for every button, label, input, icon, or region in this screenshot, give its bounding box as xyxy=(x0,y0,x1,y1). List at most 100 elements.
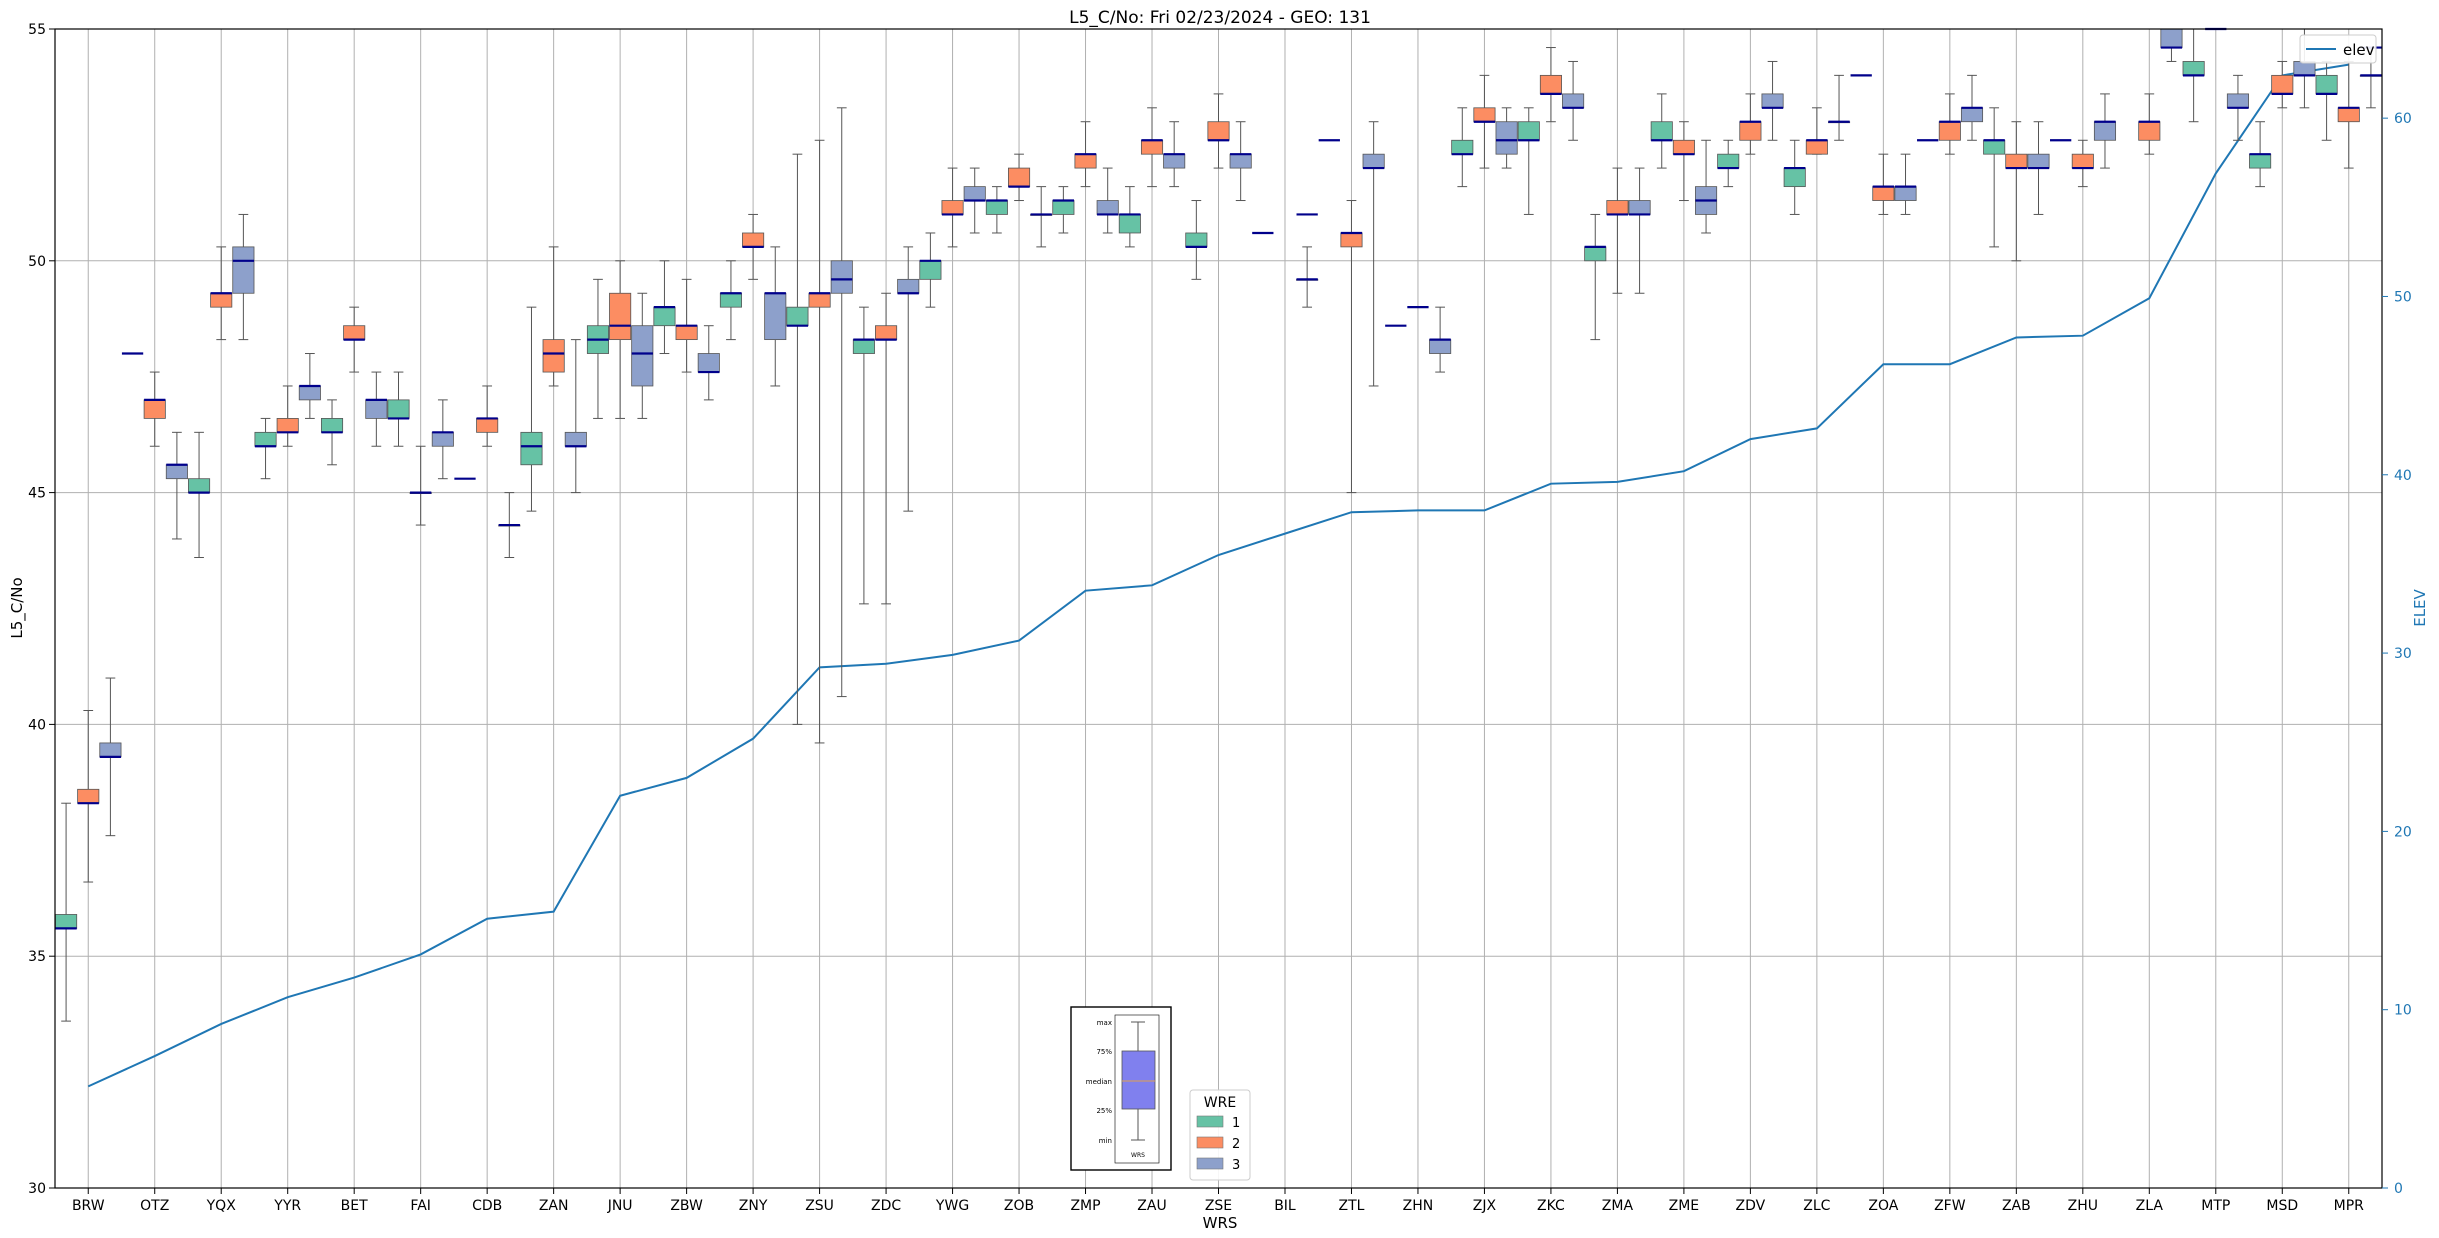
y-axis: 30 35 40 45 50 55 xyxy=(28,22,55,1197)
box-iqr xyxy=(1938,121,1961,141)
box-key-label-max: max xyxy=(1097,1019,1112,1027)
box-layer xyxy=(55,27,2382,1022)
box-ZDV-wre-1 xyxy=(1717,139,1740,188)
box-iqr xyxy=(210,292,233,308)
y2-axis-label: ELEV xyxy=(2411,588,2429,626)
box-FAI-wre-3 xyxy=(431,399,454,480)
box-iqr xyxy=(188,478,211,493)
box-ZOA-wre-3 xyxy=(1894,153,1917,215)
box-YYR-wre-2 xyxy=(276,385,299,447)
x-tick-label: ZLC xyxy=(1803,1198,1830,1214)
box-iqr xyxy=(1229,153,1252,169)
box-iqr xyxy=(232,246,255,294)
box-iqr xyxy=(1163,153,1186,169)
x-tick-label: ZNY xyxy=(739,1198,768,1214)
box-CDB-wre-2 xyxy=(476,385,499,447)
box-iqr xyxy=(1628,200,1651,215)
box-ZBW-wre-3 xyxy=(697,325,720,401)
box-iqr xyxy=(1008,167,1031,188)
box-key-box xyxy=(1121,1050,1156,1110)
box-iqr xyxy=(298,385,321,401)
box-BET-wre-1 xyxy=(320,399,344,466)
chart-title: L5_C/No: Fri 02/23/2024 - GEO: 131 xyxy=(1069,8,1371,28)
box-ZSE-wre-2 xyxy=(1207,93,1230,169)
x-tick-label: JNU xyxy=(607,1198,633,1214)
box-iqr xyxy=(609,292,632,341)
box-FAI-wre-2 xyxy=(409,445,432,526)
box-iqr xyxy=(653,306,676,327)
box-iqr xyxy=(1672,139,1695,155)
box-iqr xyxy=(1761,93,1784,109)
box-ZOA-wre-2 xyxy=(1872,153,1895,215)
box-key-label-min: min xyxy=(1099,1137,1112,1145)
box-YYR-wre-1 xyxy=(254,417,277,480)
box-BRW-wre-3 xyxy=(99,677,122,837)
wre-legend-label-2: 2 xyxy=(1232,1137,1240,1152)
box-ZTL-wre-2 xyxy=(1340,200,1363,494)
box-iqr xyxy=(2182,61,2205,76)
box-iqr xyxy=(786,306,809,327)
box-iqr xyxy=(1362,153,1385,169)
box-iqr xyxy=(1650,121,1673,141)
box-iqr xyxy=(631,325,654,387)
x-tick-label: MTP xyxy=(2201,1198,2230,1214)
x-tick-label: OTZ xyxy=(140,1198,169,1214)
wre-legend-frame xyxy=(1189,1089,1251,1181)
y-tick-label: 40 xyxy=(28,717,46,733)
box-ZSU-wre-3 xyxy=(830,107,853,698)
y2-tick-label: 10 xyxy=(2394,1003,2412,1019)
x-tick-label: ZFW xyxy=(1934,1198,1966,1214)
box-ZAB-wre-2 xyxy=(2005,121,2028,262)
box-JNU-wre-1 xyxy=(586,278,610,419)
x-tick-label: ZJX xyxy=(1473,1198,1497,1214)
box-ZNY-wre-2 xyxy=(742,213,765,280)
box-ZSU-wre-1 xyxy=(786,153,809,725)
box-iqr xyxy=(2071,153,2094,169)
box-iqr xyxy=(2315,74,2338,95)
box-ZMA-wre-2 xyxy=(1606,167,1629,294)
box-iqr xyxy=(1562,93,1585,109)
box-iqr xyxy=(520,431,543,466)
x-tick-label: ZTL xyxy=(1338,1198,1364,1214)
box-ZAN-wre-2 xyxy=(542,246,565,387)
box-ZAN-wre-1 xyxy=(520,306,543,512)
box-key-label-median: median xyxy=(1086,1078,1112,1086)
box-key-frame xyxy=(1070,1006,1172,1171)
box-iqr xyxy=(1340,232,1363,248)
box-ZSE-wre-3 xyxy=(1229,121,1252,202)
box-BIL-wre-3 xyxy=(1296,246,1319,308)
y2-tick-label: 30 xyxy=(2394,646,2412,662)
box-ZHN-wre-3 xyxy=(1429,306,1452,373)
box-ZAB-wre-1 xyxy=(1983,107,2006,248)
box-iqr xyxy=(564,431,587,447)
box-iqr xyxy=(276,418,299,433)
box-key-label-75: 75% xyxy=(1096,1048,1112,1056)
box-ZMP-wre-3 xyxy=(1096,167,1119,234)
box-iqr xyxy=(2138,121,2161,141)
box-ZNY-wre-3 xyxy=(764,246,787,387)
box-MTP-wre-1 xyxy=(2182,28,2205,123)
x-tick-label: ZBW xyxy=(670,1198,703,1214)
x-tick-label: MPR xyxy=(2334,1198,2365,1214)
x-tick-label: FAI xyxy=(410,1198,430,1214)
box-iqr xyxy=(1894,186,1917,201)
box-iqr xyxy=(365,399,388,419)
box-ZKC-wre-3 xyxy=(1562,60,1585,141)
box-YWG-wre-3 xyxy=(963,167,986,234)
box-iqr xyxy=(1096,200,1119,215)
y-tick-label: 55 xyxy=(28,22,46,38)
y2-tick-label: 20 xyxy=(2394,824,2412,840)
box-iqr xyxy=(1473,107,1496,123)
x-tick-label: MSD xyxy=(2266,1198,2298,1214)
box-iqr xyxy=(1872,186,1895,201)
box-BRW-wre-2 xyxy=(77,709,100,883)
y-tick-label: 45 xyxy=(28,486,46,502)
box-JNU-wre-3 xyxy=(631,292,654,419)
box-ZLC-wre-3 xyxy=(1827,74,1851,141)
x-tick-label: ZDV xyxy=(1736,1198,1766,1214)
box-iqr xyxy=(985,200,1008,215)
box-iqr xyxy=(165,464,188,480)
x-tick-label: ZKC xyxy=(1537,1198,1565,1214)
box-iqr xyxy=(1783,167,1806,188)
